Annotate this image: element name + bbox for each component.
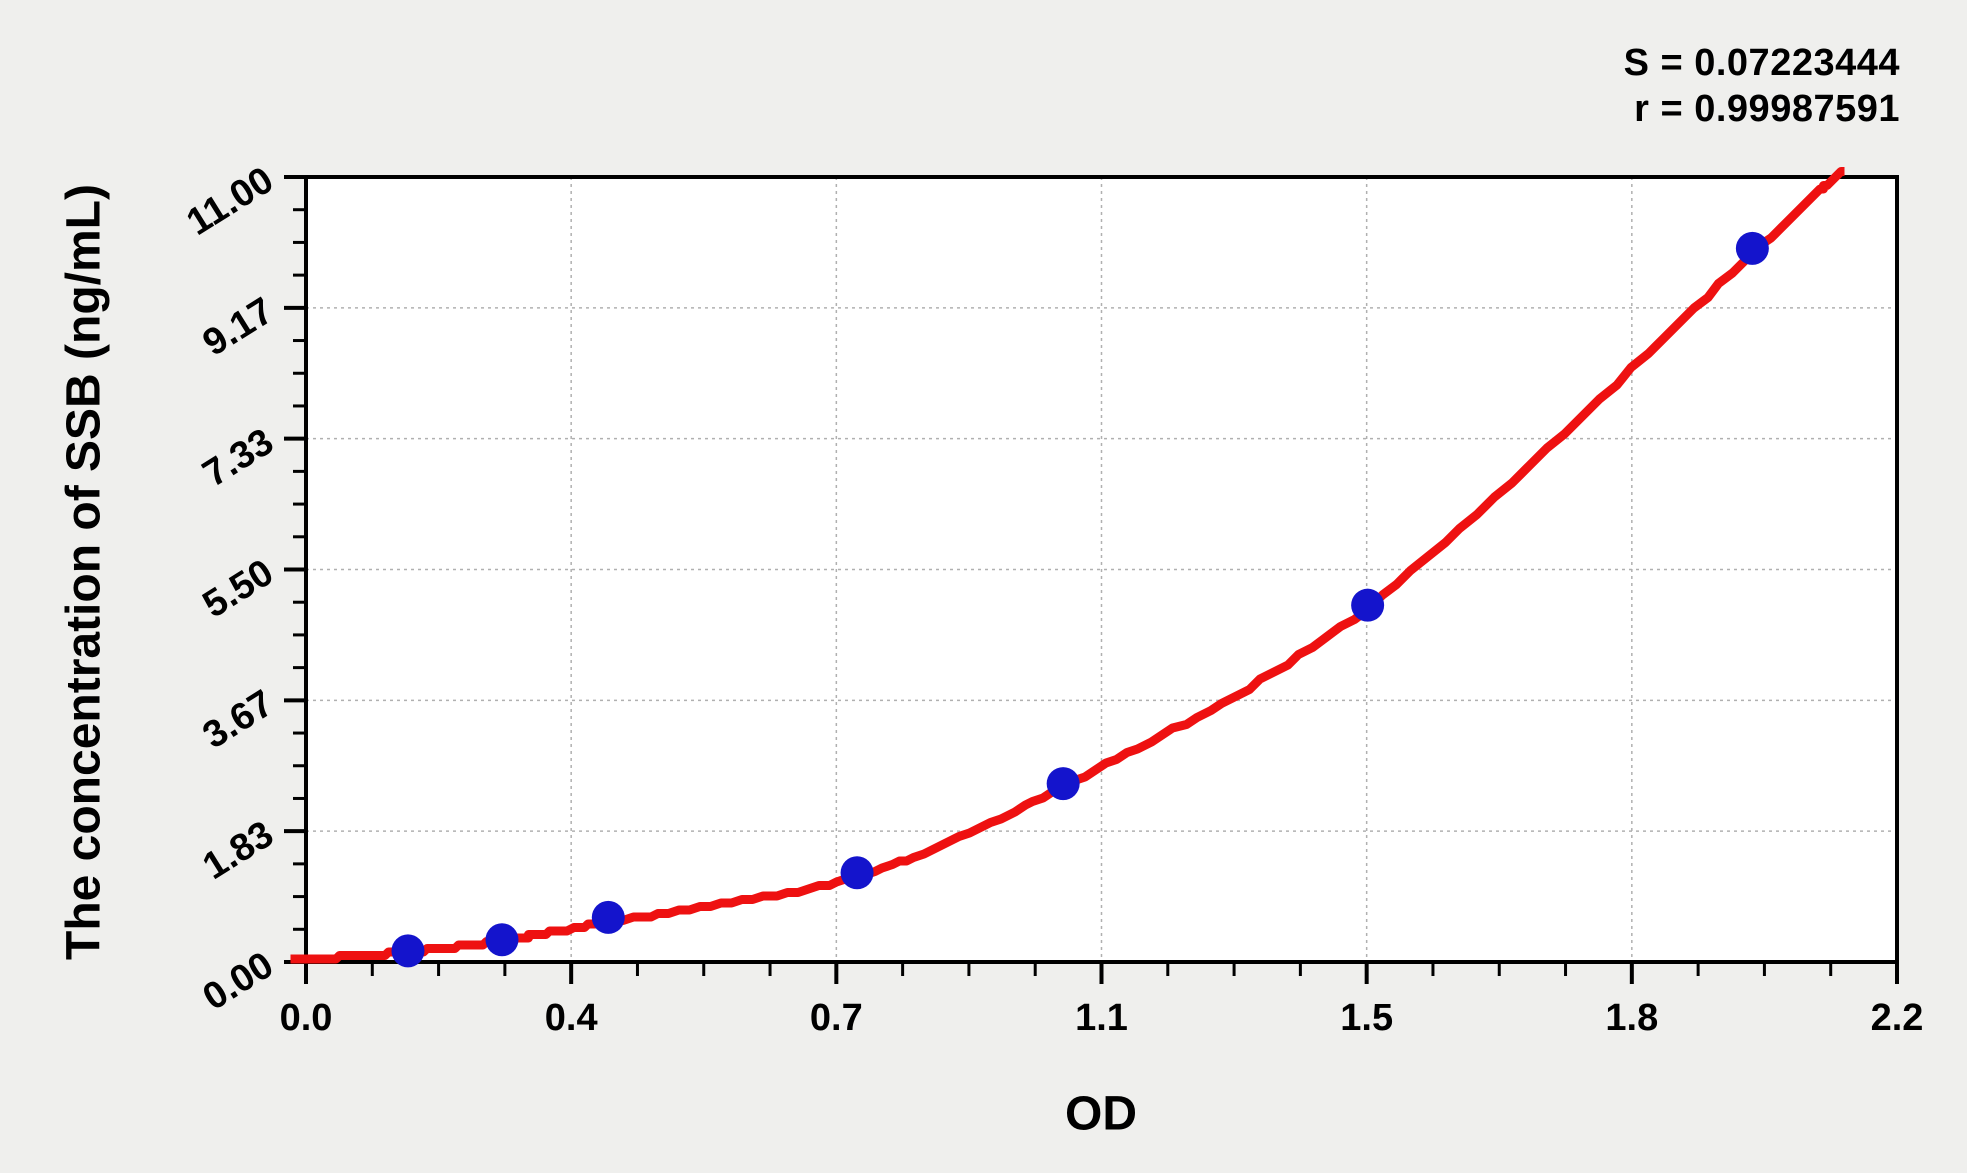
y-tick-label: 9.17 bbox=[196, 290, 281, 365]
x-axis-title: OD bbox=[1065, 1087, 1137, 1141]
data-point bbox=[591, 900, 625, 934]
data-point bbox=[1735, 231, 1769, 265]
y-tick-label: 5.50 bbox=[196, 552, 281, 627]
data-point bbox=[1046, 767, 1080, 801]
y-tick-label: 1.83 bbox=[196, 813, 281, 888]
x-tick-label: 1.1 bbox=[1075, 997, 1128, 1039]
data-point bbox=[391, 934, 425, 968]
data-point bbox=[485, 923, 519, 957]
fit-statistics: S = 0.07223444 r = 0.99987591 bbox=[1624, 40, 1900, 132]
x-tick-label: 0.0 bbox=[280, 997, 333, 1039]
y-tick-label: 11.00 bbox=[180, 159, 281, 244]
y-tick-label: 0.00 bbox=[196, 944, 281, 1019]
y-tick-label: 3.67 bbox=[196, 682, 281, 757]
data-point bbox=[1351, 588, 1385, 622]
fit-s-value: S = 0.07223444 bbox=[1623, 42, 1900, 84]
x-tick-label: 0.7 bbox=[810, 997, 863, 1039]
x-tick-label: 1.5 bbox=[1340, 997, 1393, 1039]
fit-curve bbox=[289, 167, 1846, 964]
data-point bbox=[840, 856, 874, 890]
x-tick-label: 0.4 bbox=[545, 997, 598, 1039]
y-tick-label: 7.33 bbox=[196, 421, 281, 496]
fit-r-value: r = 0.99987591 bbox=[1634, 88, 1900, 130]
x-tick-label: 2.2 bbox=[1871, 997, 1924, 1039]
x-tick-label: 1.8 bbox=[1605, 997, 1658, 1039]
